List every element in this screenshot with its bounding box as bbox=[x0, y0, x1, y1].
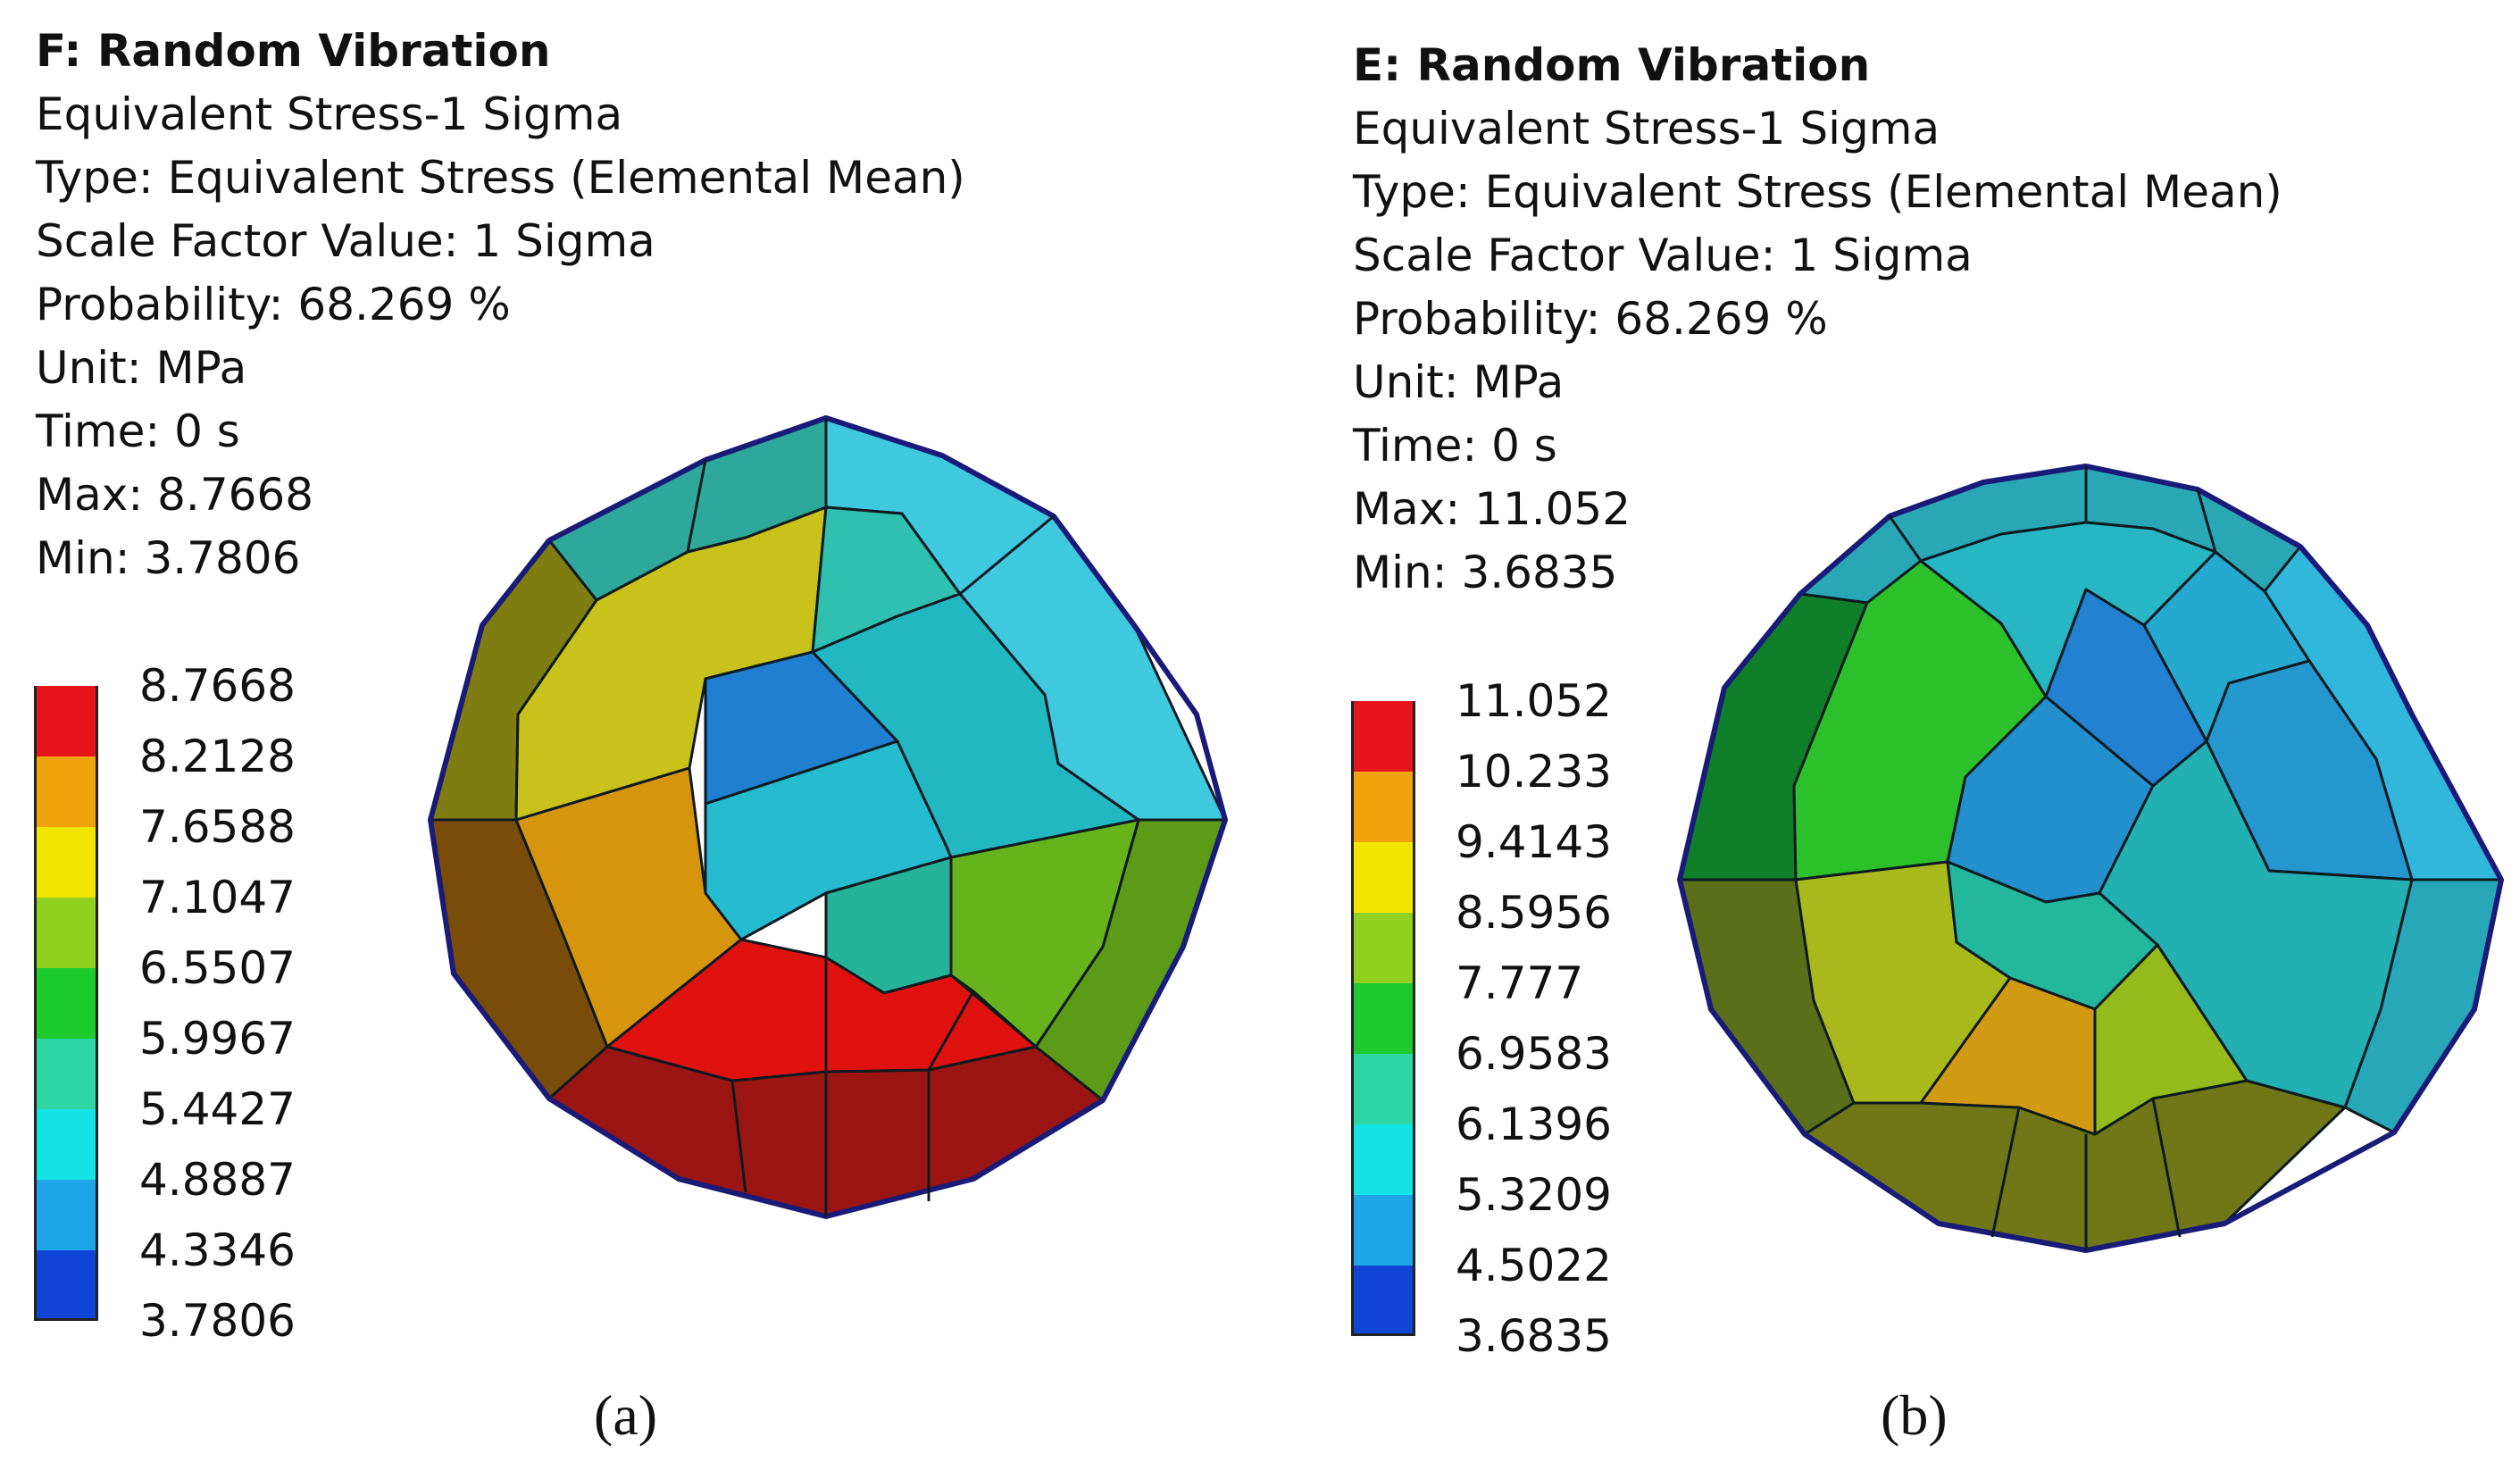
legend-tick: 10.233 bbox=[1456, 746, 1612, 798]
max-value: Max: 11.052 bbox=[1353, 483, 1631, 535]
mesh-edge bbox=[927, 990, 975, 1071]
legend-tick: 7.6588 bbox=[139, 801, 296, 853]
mesh-edge bbox=[1888, 515, 1923, 562]
legend-tick: 6.5507 bbox=[139, 942, 296, 994]
legend-swatch bbox=[1351, 1266, 1415, 1336]
legend-tick: 7.777 bbox=[1456, 957, 1584, 1009]
mesh-edge bbox=[686, 459, 707, 553]
legend-swatch bbox=[1351, 983, 1415, 1054]
legend-tick: 6.9583 bbox=[1456, 1028, 1612, 1080]
legend-tick: 5.3209 bbox=[1456, 1169, 1612, 1221]
legend-swatch bbox=[34, 686, 98, 756]
model-outline bbox=[428, 415, 1228, 1219]
figure-caption: (a) bbox=[594, 1383, 658, 1447]
unit: Unit: MPa bbox=[1353, 356, 1565, 408]
mesh-element bbox=[2093, 943, 2249, 1136]
legend-swatch bbox=[34, 1109, 98, 1180]
mesh-element bbox=[1919, 976, 2097, 1136]
scale-factor: Scale Factor Value: 1 Sigma bbox=[36, 215, 655, 267]
mesh-element bbox=[605, 938, 1038, 1082]
max-value: Max: 8.7668 bbox=[36, 469, 314, 521]
mesh-edge bbox=[2196, 489, 2217, 553]
time: Time: 0 s bbox=[36, 405, 240, 457]
scale-factor: Scale Factor Value: 1 Sigma bbox=[1353, 230, 1973, 281]
result-name: Equivalent Stress-1 Sigma bbox=[36, 88, 623, 140]
legend-tick: 4.3346 bbox=[139, 1224, 296, 1276]
min-value: Min: 3.7806 bbox=[36, 532, 301, 584]
legend-tick: 9.4143 bbox=[1456, 816, 1612, 868]
mesh-edge bbox=[959, 514, 1055, 596]
probability: Probability: 68.269 % bbox=[36, 279, 511, 330]
figure-caption: (b) bbox=[1881, 1383, 1948, 1447]
legend-swatch bbox=[1351, 1195, 1415, 1266]
legend-tick: 5.9967 bbox=[139, 1013, 296, 1065]
mesh-edge bbox=[2151, 1098, 2182, 1238]
panel-a: F: Random Vibration Equivalent Stress-1 … bbox=[34, 20, 1228, 1447]
legend-tick: 8.7668 bbox=[139, 660, 296, 712]
legend-tick: 5.4427 bbox=[139, 1083, 296, 1135]
legend-swatch bbox=[1351, 772, 1415, 842]
legend-swatch bbox=[34, 968, 98, 1039]
result-info-block: E: Random Vibration Equivalent Stress-1 … bbox=[1353, 34, 2282, 605]
legend-swatch bbox=[1351, 1054, 1415, 1124]
min-value: Min: 3.6835 bbox=[1353, 547, 1618, 598]
unit: Unit: MPa bbox=[36, 342, 247, 394]
legend-tick: 4.5022 bbox=[1456, 1240, 1612, 1291]
legend-swatch bbox=[1351, 913, 1415, 983]
legend-swatch bbox=[34, 1250, 98, 1321]
stress-contour-model-b bbox=[1677, 464, 2504, 1253]
legend-tick: 8.2128 bbox=[139, 731, 296, 782]
legend-tick: 11.052 bbox=[1456, 675, 1612, 727]
legend-tick: 7.1047 bbox=[139, 872, 296, 923]
mesh-edge bbox=[1990, 1107, 2021, 1238]
legend-swatch bbox=[34, 1180, 98, 1250]
legend-swatch bbox=[1351, 842, 1415, 913]
legend-swatch bbox=[34, 898, 98, 968]
mesh-element bbox=[811, 592, 1140, 859]
result-info-block: F: Random Vibration Equivalent Stress-1 … bbox=[36, 20, 965, 590]
probability: Probability: 68.269 % bbox=[1353, 293, 1828, 345]
mesh-edge bbox=[730, 1080, 747, 1193]
legend-swatch bbox=[1351, 1124, 1415, 1195]
legend-swatch bbox=[34, 827, 98, 898]
legend-swatch bbox=[34, 756, 98, 827]
analysis-title: F: Random Vibration bbox=[36, 25, 551, 77]
legend-swatch bbox=[1351, 701, 1415, 772]
legend-tick: 4.8887 bbox=[139, 1154, 296, 1206]
legend-tick: 8.5956 bbox=[1456, 887, 1612, 939]
time: Time: 0 s bbox=[1353, 420, 1557, 472]
result-name: Equivalent Stress-1 Sigma bbox=[1353, 103, 1940, 155]
stress-contour-model-a bbox=[428, 415, 1228, 1219]
analysis-title: E: Random Vibration bbox=[1353, 39, 1871, 91]
panel-b: E: Random Vibration Equivalent Stress-1 … bbox=[1260, 0, 2520, 1462]
legend-tick: 3.6835 bbox=[1456, 1310, 1612, 1362]
result-type: Type: Equivalent Stress (Elemental Mean) bbox=[36, 152, 965, 204]
legend-swatch bbox=[34, 1039, 98, 1109]
legend-tick: 6.1396 bbox=[1456, 1099, 1612, 1150]
legend-tick: 3.7806 bbox=[139, 1295, 296, 1347]
result-type: Type: Equivalent Stress (Elemental Mean) bbox=[1353, 166, 2282, 218]
